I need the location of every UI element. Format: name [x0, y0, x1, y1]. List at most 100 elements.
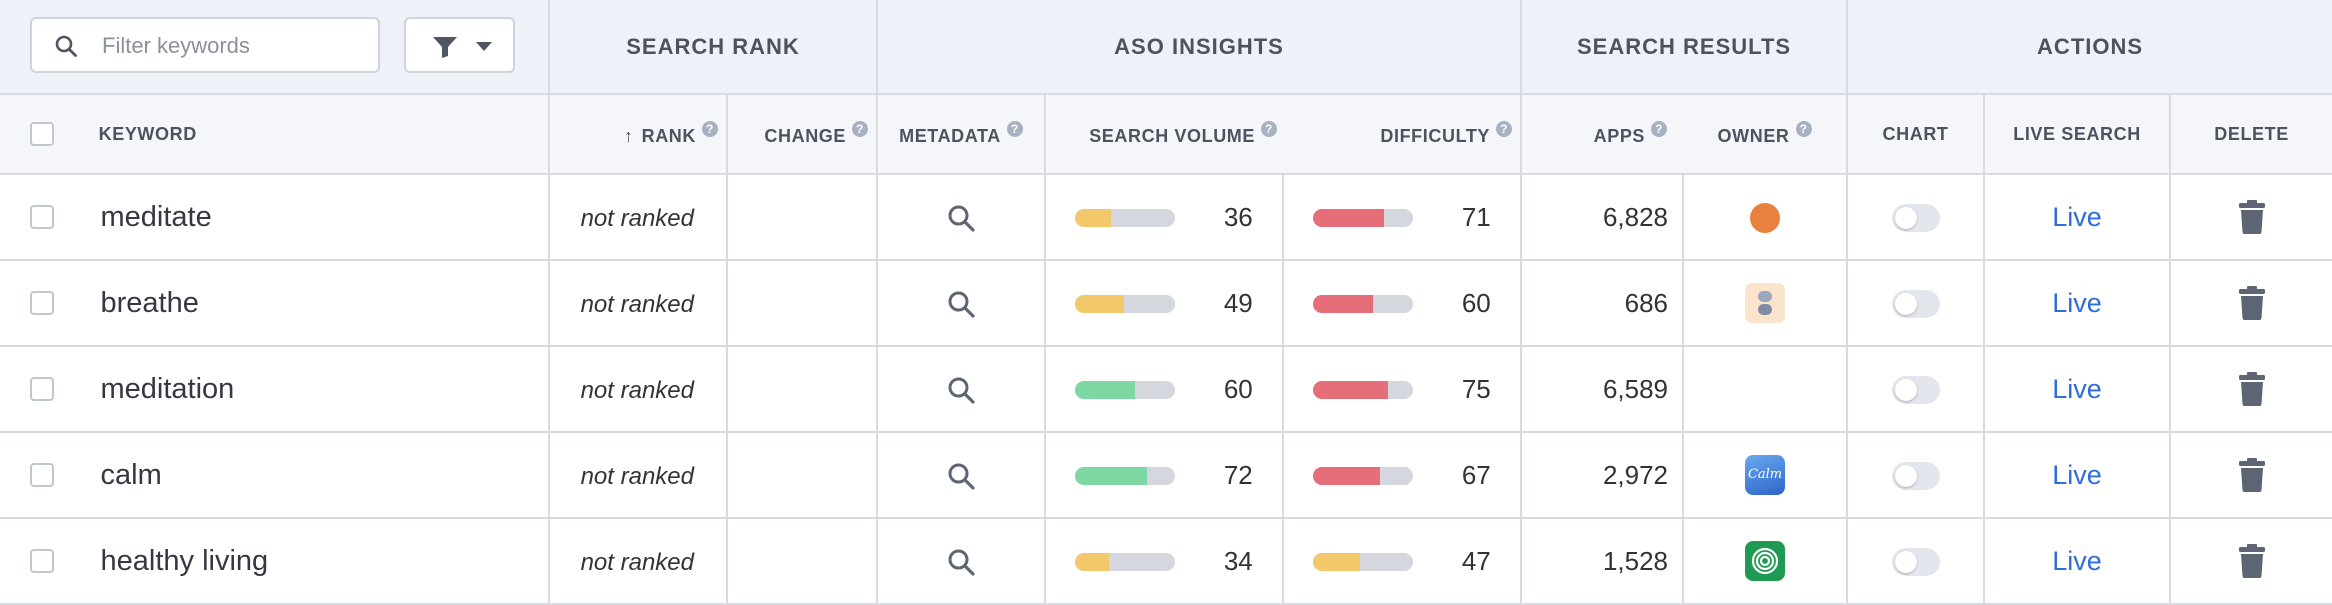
search-volume-cell: 72 — [1045, 432, 1284, 519]
live-search-link[interactable]: Live — [2052, 373, 2102, 404]
search-volume-help-icon[interactable]: ? — [1261, 121, 1277, 137]
calm-app-icon[interactable]: Calm — [1745, 455, 1786, 495]
orange-dot-icon[interactable] — [1750, 202, 1781, 233]
trash-icon[interactable] — [2238, 200, 2265, 234]
metadata-cell — [877, 432, 1046, 519]
metadata-cell — [877, 174, 1046, 261]
search-volume-cell: 49 — [1045, 260, 1284, 347]
apps-cell: 2,972 — [1521, 432, 1685, 519]
apps-header[interactable]: APPS? — [1521, 94, 1684, 175]
search-volume-value: 49 — [1223, 288, 1253, 319]
live-search-link[interactable]: Live — [2052, 459, 2102, 490]
apps-column-label: APPS — [1593, 126, 1646, 146]
chart-toggle[interactable] — [1891, 204, 1940, 233]
owner-help-icon[interactable]: ? — [1795, 121, 1812, 137]
keyword-column-label[interactable]: KEYWORD — [98, 123, 197, 144]
funnel-icon — [433, 37, 457, 58]
difficulty-column-label: DIFFICULTY — [1380, 126, 1491, 146]
metadata-search-icon[interactable] — [946, 461, 976, 491]
keyword-filter-box[interactable] — [30, 17, 380, 73]
trash-icon[interactable] — [2238, 372, 2265, 406]
search-volume-value: 36 — [1223, 202, 1253, 233]
owner-header[interactable]: OWNER? — [1683, 94, 1849, 175]
chart-toggle[interactable] — [1891, 290, 1940, 319]
change-cell — [727, 518, 878, 605]
difficulty-help-icon[interactable]: ? — [1496, 121, 1513, 137]
metadata-header[interactable]: METADATA? — [877, 94, 1046, 175]
difficulty-cell: 67 — [1283, 432, 1523, 519]
row-checkbox[interactable] — [30, 463, 54, 488]
keyword-text: breathe — [100, 286, 199, 319]
chart-toggle[interactable] — [1891, 376, 1940, 405]
live-search-header: LIVE SEARCH — [1984, 94, 2172, 175]
metadata-cell — [877, 260, 1046, 347]
trash-icon[interactable] — [2238, 458, 2265, 492]
table-row: breathe not ranked 49 60 686 — [0, 260, 2332, 347]
rank-value: not ranked — [580, 376, 694, 404]
chart-header: CHART — [1847, 94, 1986, 175]
change-header[interactable]: CHANGE? — [727, 94, 878, 175]
filter-dropdown-button[interactable] — [404, 17, 515, 73]
delete-header: DELETE — [2170, 94, 2332, 175]
group-search-results: SEARCH RESULTS — [1521, 0, 1849, 95]
rank-cell: not ranked — [549, 174, 728, 261]
difficulty-cell: 47 — [1283, 518, 1523, 605]
keyword-text: healthy living — [100, 544, 269, 577]
search-volume-bar — [1075, 380, 1176, 399]
delete-cell — [2170, 346, 2332, 433]
search-volume-column-label: SEARCH VOLUME — [1089, 126, 1255, 146]
difficulty-bar — [1313, 466, 1414, 485]
difficulty-cell: 75 — [1283, 346, 1523, 433]
rank-cell: not ranked — [549, 260, 728, 347]
metadata-search-icon[interactable] — [946, 203, 976, 233]
trash-icon[interactable] — [2238, 286, 2265, 320]
difficulty-value: 75 — [1461, 374, 1491, 405]
select-all-checkbox[interactable] — [30, 122, 54, 146]
live-search-link[interactable]: Live — [2052, 545, 2102, 576]
trash-icon[interactable] — [2238, 544, 2265, 578]
filter-keywords-input[interactable] — [100, 29, 364, 63]
chart-toggle[interactable] — [1891, 462, 1940, 491]
search-volume-bar — [1075, 552, 1176, 571]
row-checkbox[interactable] — [30, 291, 54, 316]
breathe-app-icon[interactable] — [1745, 283, 1786, 323]
rank-header[interactable]: ↑ RANK? — [549, 94, 728, 175]
apps-help-icon[interactable]: ? — [1651, 121, 1668, 137]
green-app-icon[interactable] — [1745, 541, 1786, 581]
rank-help-icon[interactable]: ? — [702, 121, 718, 137]
change-help-icon[interactable]: ? — [852, 121, 868, 137]
chart-toggle[interactable] — [1891, 548, 1940, 577]
difficulty-bar — [1313, 380, 1414, 399]
delete-cell — [2170, 260, 2332, 347]
keyword-header: KEYWORD — [0, 94, 550, 175]
apps-count: 686 — [1624, 287, 1669, 318]
search-volume-bar — [1075, 466, 1176, 485]
delete-cell — [2170, 174, 2332, 261]
difficulty-header[interactable]: DIFFICULTY? — [1283, 94, 1523, 175]
difficulty-bar — [1313, 294, 1414, 313]
group-search-rank: SEARCH RANK — [549, 0, 878, 95]
keyword-cell: calm — [0, 432, 550, 519]
owner-cell — [1683, 174, 1849, 261]
difficulty-value: 47 — [1461, 546, 1491, 577]
metadata-help-icon[interactable]: ? — [1006, 121, 1023, 137]
metadata-search-icon[interactable] — [946, 289, 976, 319]
keyword-cell: meditate — [0, 174, 550, 261]
live-search-link[interactable]: Live — [2052, 287, 2102, 318]
row-checkbox[interactable] — [30, 549, 54, 574]
search-volume-value: 72 — [1223, 460, 1253, 491]
chart-cell — [1847, 518, 1986, 605]
apps-cell: 6,589 — [1521, 346, 1685, 433]
search-volume-header[interactable]: SEARCH VOLUME? — [1045, 94, 1283, 175]
metadata-search-icon[interactable] — [946, 547, 976, 577]
row-checkbox[interactable] — [30, 377, 54, 402]
keyword-text: calm — [100, 458, 162, 491]
row-checkbox[interactable] — [30, 205, 54, 230]
chart-cell — [1847, 260, 1986, 347]
keyword-cell: meditation — [0, 346, 550, 433]
change-cell — [727, 174, 878, 261]
metadata-search-icon[interactable] — [946, 375, 976, 405]
column-header-row: KEYWORD ↑ RANK? CHANGE? METADATA? SEARCH … — [0, 94, 2332, 175]
live-search-link[interactable]: Live — [2052, 201, 2102, 232]
chart-cell — [1847, 432, 1986, 519]
